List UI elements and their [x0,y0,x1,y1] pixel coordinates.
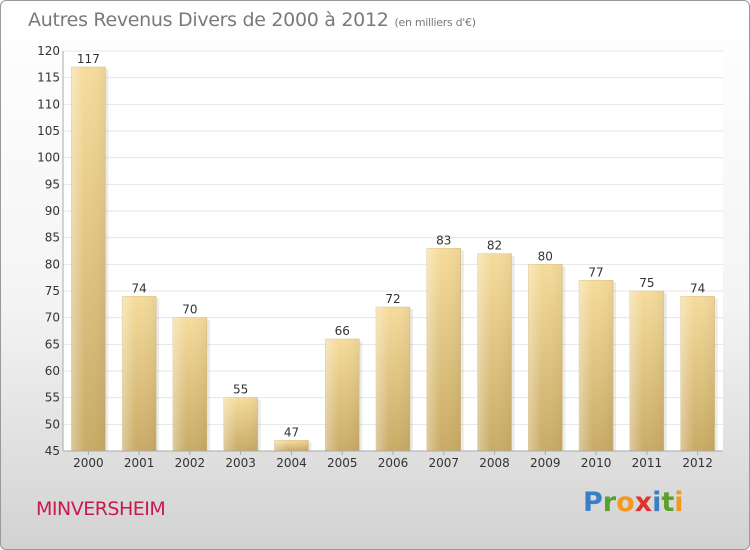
data-label: 80 [538,249,553,263]
bar-highlight [426,248,461,451]
x-tick-label: 2009 [530,456,561,470]
data-label: 55 [233,383,248,397]
data-label: 74 [132,281,147,295]
bar-highlight [629,291,664,451]
data-label: 66 [335,324,350,338]
x-tick-label: 2008 [479,456,510,470]
bar-highlight [680,296,715,451]
logo-letter: o [616,487,635,518]
data-label: 47 [284,425,299,439]
bar-highlight [528,264,563,451]
y-tick-label: 85 [45,231,60,245]
logo-letter: x [634,487,653,518]
logo-letter: i [674,487,684,518]
data-label: 77 [588,265,603,279]
y-tick-label: 70 [45,311,60,325]
y-tick-label: 50 [45,417,60,431]
chart-subtitle: (en milliers d'€) [394,16,476,29]
x-tick-label: 2004 [276,456,307,470]
x-tick-label: 2006 [378,456,409,470]
x-tick-label: 2012 [682,456,713,470]
data-label: 83 [436,233,451,247]
y-tick-label: 100 [37,151,60,165]
data-label: 117 [77,52,100,66]
logo-letter: i [652,487,662,518]
place-name: MINVERSHEIM [36,498,166,520]
data-label: 75 [639,276,654,290]
y-tick-label: 115 [37,71,60,85]
bar-highlight [172,317,207,451]
data-label: 70 [182,303,197,317]
x-tick-label: 2010 [581,456,612,470]
y-tick-label: 75 [45,284,60,298]
bar-highlight [71,67,106,451]
y-tick-label: 95 [45,177,60,191]
chart-title: Autres Revenus Divers de 2000 à 2012 (en … [28,9,476,31]
y-tick-label: 45 [45,444,60,458]
bar-highlight [223,397,258,451]
bar-highlight [477,253,512,451]
x-tick-label: 2011 [632,456,663,470]
bar-highlight [376,307,410,451]
proxiti-logo: Proxiti [583,487,684,518]
y-tick-label: 60 [45,364,60,378]
data-label: 74 [690,281,705,295]
y-tick-label: 105 [37,124,60,138]
bar-highlight [122,296,157,451]
title-text: Autres Revenus Divers de 2000 à 2012 [28,9,389,31]
x-tick-label: 2002 [175,456,206,470]
x-tick-label: 2007 [428,456,459,470]
bars-layer [71,66,718,452]
logo-letter: t [661,487,675,518]
logo-letter: P [583,487,603,518]
y-tick-label: 90 [45,204,60,218]
y-tick-label: 55 [45,391,60,405]
y-tick-label: 65 [45,337,60,351]
bar-highlight [274,440,309,451]
y-tick-label: 80 [45,257,60,271]
logo-letter: r [602,487,617,518]
bar-highlight [579,280,614,451]
x-tick-label: 2001 [124,456,155,470]
data-label: 82 [487,239,502,253]
bar-highlight [325,339,360,451]
x-tick-label: 2005 [327,456,358,470]
y-tick-label: 110 [37,97,60,111]
x-tick-label: 2000 [73,456,104,470]
axis-layer: 45 50 55 60 65 70 75 80 85 90 95 100 105 110 115 120 117… [37,44,723,470]
data-label: 72 [385,292,400,306]
x-tick-label: 2003 [225,456,256,470]
y-tick-label: 120 [37,44,60,58]
